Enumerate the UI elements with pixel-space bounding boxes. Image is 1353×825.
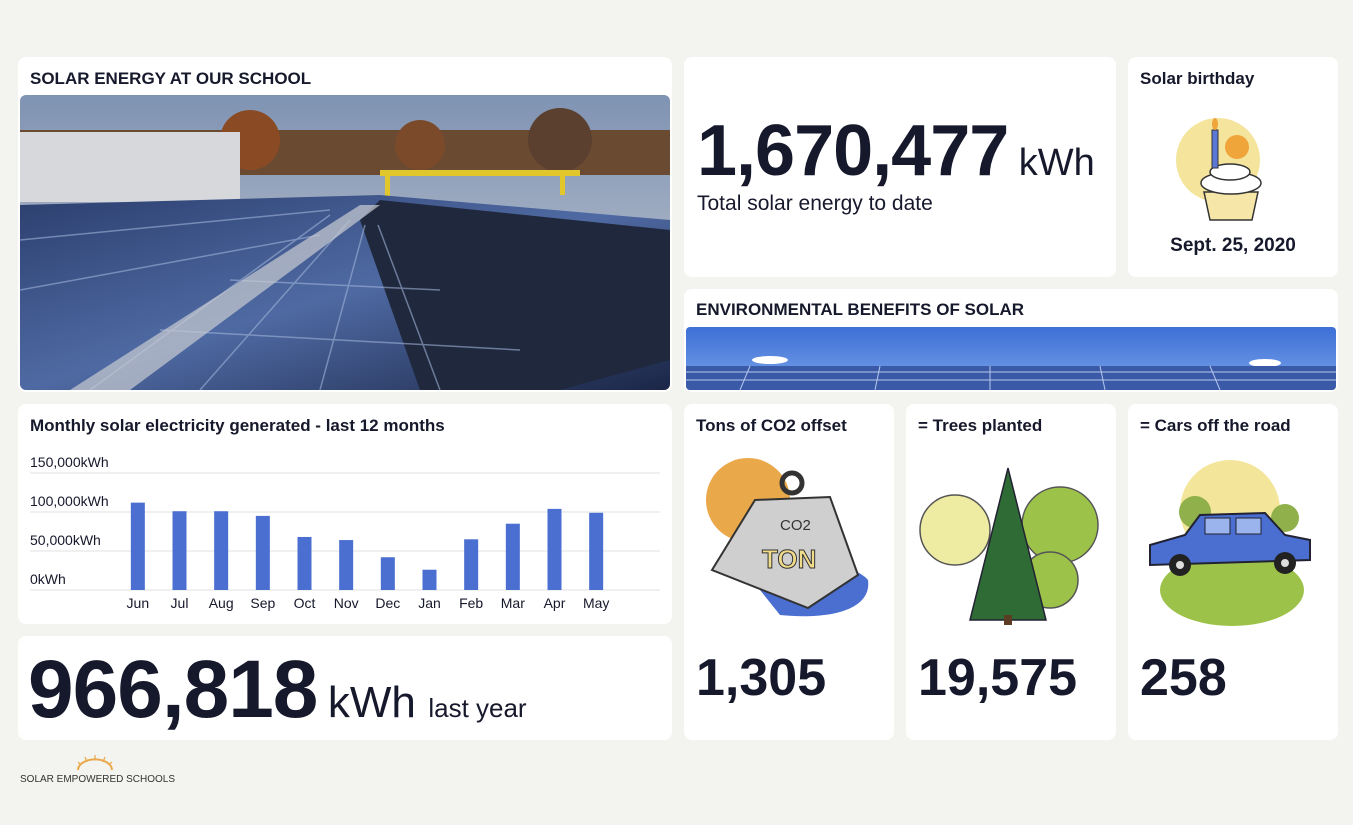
chart-title: Monthly solar electricity generated - la… xyxy=(30,416,445,435)
y-tick-label: 50,000kWh xyxy=(30,532,101,548)
dashboard: SOLAR ENERGY AT OUR SCHOOL 1,670,477 kWh… xyxy=(0,0,1353,825)
bar xyxy=(464,539,478,590)
bar xyxy=(423,570,437,590)
bar xyxy=(131,503,145,590)
logo: SOLAR EMPOWERED SCHOOLS xyxy=(20,755,175,785)
page: SOLAR ENERGY AT OUR SCHOOL 1,670,477 kWh… xyxy=(0,0,1353,825)
card-title: ENVIRONMENTAL BENEFITS OF SOLAR xyxy=(696,300,1024,319)
logo-text: SOLAR EMPOWERED SCHOOLS xyxy=(20,774,175,785)
birthday-date: Sept. 25, 2020 xyxy=(1170,235,1296,256)
benefit-title: = Cars off the road xyxy=(1140,416,1291,435)
x-tick-label: Jul xyxy=(171,595,189,611)
x-tick-label: May xyxy=(583,595,609,611)
x-tick-label: Feb xyxy=(459,595,483,611)
solar-photo xyxy=(20,95,670,390)
bar xyxy=(506,524,520,590)
y-tick-label: 100,000kWh xyxy=(30,493,109,509)
x-tick-label: Sep xyxy=(250,595,275,611)
benefit-value: 19,575 xyxy=(918,649,1077,707)
benefit-value: 258 xyxy=(1140,649,1227,707)
last-year-value: 966,818 xyxy=(28,644,317,735)
card xyxy=(18,404,672,624)
benefit-title: = Trees planted xyxy=(918,416,1042,435)
bar xyxy=(173,511,187,590)
benefit-title: Tons of CO2 offset xyxy=(696,416,847,435)
illustration-text: CO2 xyxy=(780,517,811,534)
y-tick-label: 150,000kWh xyxy=(30,454,109,470)
x-tick-label: Nov xyxy=(334,595,359,611)
total-unit: kWh xyxy=(1019,142,1095,184)
illustration-text: TON xyxy=(762,544,816,574)
bar xyxy=(339,540,353,590)
environment-photo xyxy=(686,327,1336,390)
y-tick-label: 0kWh xyxy=(30,571,66,587)
x-tick-label: Dec xyxy=(375,595,400,611)
bar xyxy=(298,537,312,590)
card-title: SOLAR ENERGY AT OUR SCHOOL xyxy=(30,69,311,88)
x-tick-label: Jun xyxy=(127,595,150,611)
x-tick-label: Oct xyxy=(294,595,316,611)
x-tick-label: Jan xyxy=(418,595,441,611)
x-tick-label: Apr xyxy=(544,595,566,611)
bar xyxy=(256,516,270,590)
bar xyxy=(214,511,228,590)
total-value: 1,670,477 xyxy=(697,111,1008,191)
total-label: Total solar energy to date xyxy=(697,192,933,215)
last-year-unit: kWh xyxy=(328,678,416,727)
bar xyxy=(589,513,603,590)
bar xyxy=(381,557,395,590)
last-year-label: last year xyxy=(428,693,527,723)
benefit-value: 1,305 xyxy=(696,649,826,707)
bar xyxy=(548,509,562,590)
x-tick-label: Mar xyxy=(501,595,525,611)
card-title: Solar birthday xyxy=(1140,69,1255,88)
x-tick-label: Aug xyxy=(209,595,234,611)
